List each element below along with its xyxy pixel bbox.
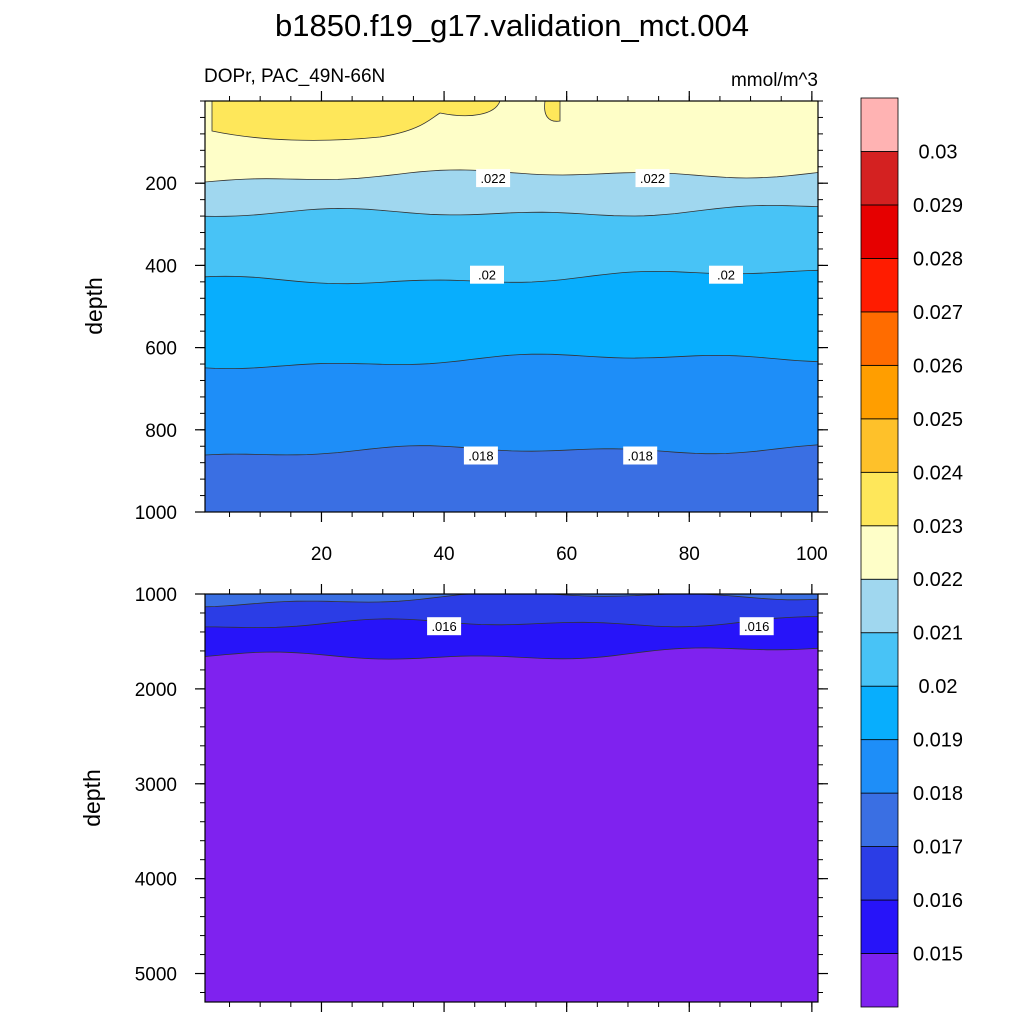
- y-tick-label: 1000: [135, 503, 177, 524]
- contour-label: .022: [476, 169, 511, 188]
- colorbar-swatch: [860, 418, 899, 473]
- variable-name: DOPr: [204, 66, 252, 87]
- colorbar-label: 0.022: [913, 569, 963, 591]
- contour-label: .018: [623, 446, 658, 465]
- y-axis-label-lower: depth: [79, 769, 105, 827]
- y-tick-label: 5000: [135, 965, 177, 986]
- contour-label: .022: [635, 169, 670, 188]
- colorbar-swatch: [860, 953, 899, 1008]
- colorbar-label: 0.019: [913, 730, 963, 752]
- contour-label: .02: [470, 265, 504, 284]
- contour-label-text: .02: [717, 268, 735, 283]
- colorbar-swatch: [860, 151, 899, 206]
- contour-label-box: [476, 169, 511, 188]
- contour-label-box: [463, 446, 498, 465]
- colorbar-swatch: [860, 792, 899, 847]
- chart-title: b1850.f19_g17.validation_mct.004: [275, 8, 749, 43]
- x-tick-label: 80: [679, 544, 700, 565]
- band-0_017: [205, 594, 818, 607]
- y-tick-label: 3000: [135, 775, 177, 796]
- contour-label-box: [427, 617, 462, 636]
- colorbar-swatch: [860, 97, 899, 152]
- y-tick-label: 4000: [135, 870, 177, 891]
- colorbar-swatch: [860, 364, 899, 420]
- x-tick-label: 40: [433, 544, 454, 565]
- colorbar-swatch: [860, 846, 899, 901]
- colorbar-label: 0.015: [913, 944, 963, 966]
- contour-line: [204, 353, 819, 369]
- y-tick-label: 200: [145, 174, 177, 195]
- y-tick-label: 800: [145, 421, 177, 442]
- plot-frame: [204, 593, 819, 1003]
- contour-label: .016: [427, 617, 462, 636]
- colorbar: 0.015 0.016 0.017 0.018 0.019 0.02 0.021 0.022 0…: [860, 97, 963, 1008]
- contour-label-box: [709, 265, 743, 284]
- plot-frame: [204, 100, 819, 513]
- contour-line: [204, 444, 819, 456]
- variable-region-label: DOPr, PAC_49N-66N: [204, 66, 385, 87]
- contour-label: .02: [709, 265, 743, 284]
- colorbar-swatch: [860, 311, 899, 366]
- contour-label-text: .016: [744, 619, 769, 634]
- contour-label: .016: [739, 617, 774, 636]
- x-tick-label: 100: [796, 544, 828, 565]
- colorbar-swatch: [860, 685, 899, 741]
- colorbar-label: 0.024: [913, 462, 963, 484]
- contour-label-box: [635, 169, 670, 188]
- colorbar-label: 0.016: [913, 890, 963, 912]
- colorbar-swatch: [860, 525, 899, 580]
- lower-panel: .016 .016 1000 2000 3000 4000 5000: [135, 584, 828, 1012]
- colorbar-label: 0.018: [913, 783, 963, 805]
- contour-label: .018: [463, 446, 498, 465]
- colorbar-swatch: [860, 204, 899, 259]
- contour-label-text: .018: [468, 449, 493, 464]
- colorbar-swatch: [860, 739, 899, 794]
- colorbar-label: 0.027: [913, 302, 963, 324]
- colorbar-label: 0.023: [913, 516, 963, 538]
- colorbar-label: 0.017: [913, 837, 963, 859]
- colorbar-label: 0.02: [919, 676, 958, 698]
- contour-line: [204, 647, 819, 660]
- colorbar-label: 0.026: [913, 355, 963, 377]
- y-tick-label: 600: [145, 339, 177, 360]
- region-name: PAC_49N-66N: [261, 66, 385, 87]
- band-surface-patch-small: [544, 100, 561, 122]
- contour-label-text: .018: [628, 449, 653, 464]
- colorbar-label: 0.029: [913, 195, 963, 217]
- contour-line: [204, 205, 819, 217]
- contour-label-box: [739, 617, 774, 636]
- contour-label-text: .016: [431, 619, 456, 634]
- contour-line: [204, 169, 819, 183]
- colorbar-label: 0.03: [919, 141, 958, 163]
- contour-label-text: .02: [478, 268, 496, 283]
- colorbar-swatch: [860, 471, 899, 527]
- upper-panel: .022 .022 .02 .02 .018 .018 200 400 600 800 1000 20…: [135, 91, 828, 565]
- y-axis-label-upper: depth: [81, 277, 107, 335]
- colorbar-swatch: [860, 578, 899, 634]
- units-label: mmol/m^3: [731, 70, 818, 91]
- x-tick-label: 20: [311, 544, 332, 565]
- band-0_016: [205, 594, 818, 628]
- colorbar-label: 0.021: [913, 623, 963, 645]
- band-deepest: [205, 594, 818, 1002]
- y-tick-label: 2000: [135, 680, 177, 701]
- y-tick-label: 400: [145, 256, 177, 277]
- contour-line: [205, 616, 819, 629]
- colorbar-label: 0.028: [913, 248, 963, 270]
- band-surface-patch: [211, 100, 501, 141]
- colorbar-swatch: [860, 632, 899, 687]
- y-tick-label: 1000: [135, 585, 177, 606]
- colorbar-label: 0.025: [913, 409, 963, 431]
- contour-label-box: [470, 265, 504, 284]
- colorbar-swatch: [860, 899, 899, 954]
- contour-label-box: [623, 446, 658, 465]
- contour-label-text: .022: [480, 171, 505, 186]
- x-tick-label: 60: [556, 544, 577, 565]
- colorbar-swatch: [860, 258, 899, 313]
- contour-label-text: .022: [640, 171, 665, 186]
